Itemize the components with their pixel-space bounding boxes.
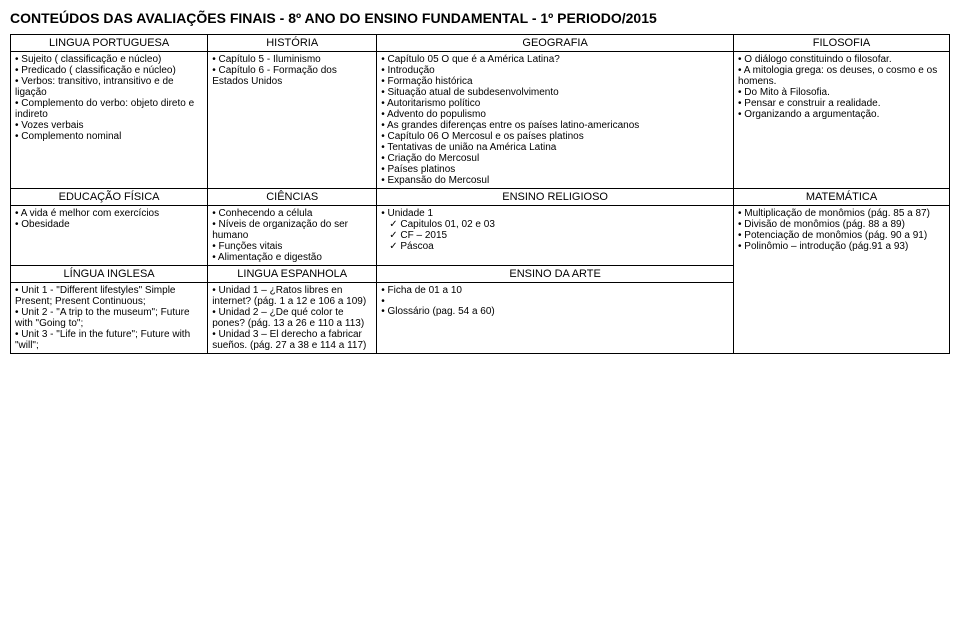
hdr-lingua-portuguesa: LINGUA PORTUGUESA — [11, 35, 208, 52]
list-item: Polinômio – introdução (pág.91 a 93) — [738, 241, 945, 252]
list-item: Autoritarismo político — [381, 98, 729, 109]
list-item: Pensar e construir a realidade. — [738, 98, 945, 109]
hdr-filosofia: FILOSOFIA — [734, 35, 950, 52]
list-item: Páscoa — [381, 241, 729, 252]
list-item: Alimentação e digestão — [212, 252, 372, 263]
list-item: Organizando a argumentação. — [738, 109, 945, 120]
list-item: Complemento nominal — [15, 131, 203, 142]
cell-historia: Capítulo 5 - IluminismoCapítulo 6 - Form… — [208, 52, 377, 189]
cell-lingua-portuguesa: Sujeito ( classificação e núcleo)Predica… — [11, 52, 208, 189]
list-item: CF – 2015 — [381, 230, 729, 241]
list-item: Capítulo 05 O que é a América Latina? — [381, 54, 729, 65]
list-item: As grandes diferenças entre os países la… — [381, 120, 729, 131]
list-item: A mitologia grega: os deuses, o cosmo e … — [738, 65, 945, 87]
list-item: Potenciação de monômios (pág. 90 a 91) — [738, 230, 945, 241]
list-item: Capítulo 6 - Formação dos Estados Unidos — [212, 65, 372, 87]
list-item: Capítulo 5 - Iluminismo — [212, 54, 372, 65]
list-item: Funções vitais — [212, 241, 372, 252]
list-item: O diálogo constituindo o filosofar. — [738, 54, 945, 65]
cell-matematica: Multiplicação de monômios (pág. 85 a 87)… — [734, 206, 950, 354]
list-item: Unit 1 - "Different lifestyles" Simple P… — [15, 285, 203, 307]
list-item: Capitulos 01, 02 e 03 — [381, 219, 729, 230]
list-item: Formação histórica — [381, 76, 729, 87]
cell-lingua-inglesa: Unit 1 - "Different lifestyles" Simple P… — [11, 283, 208, 354]
list-item: Conhecendo a célula — [212, 208, 372, 219]
list-item: Unidad 1 – ¿Ratos libres en internet? (p… — [212, 285, 372, 307]
list-item: Situação atual de subdesenvolvimento — [381, 87, 729, 98]
list-item: Unit 2 - "A trip to the museum"; Future … — [15, 307, 203, 329]
hdr-historia: HISTÓRIA — [208, 35, 377, 52]
hdr-lingua-inglesa: LÍNGUA INGLESA — [11, 266, 208, 283]
cell-filosofia: O diálogo constituindo o filosofar.A mit… — [734, 52, 950, 189]
list-item: Divisão de monômios (pág. 88 a 89) — [738, 219, 945, 230]
list-item: Unidad 2 – ¿De qué color te pones? (pág.… — [212, 307, 372, 329]
list-item: Vozes verbais — [15, 120, 203, 131]
cell-ciencias: Conhecendo a célulaNíveis de organização… — [208, 206, 377, 266]
hdr-matematica: MATEMÁTICA — [734, 189, 950, 206]
list-item: Sujeito ( classificação e núcleo) — [15, 54, 203, 65]
list-item: A vida é melhor com exercícios — [15, 208, 203, 219]
hdr-geografia: GEOGRAFIA — [377, 35, 734, 52]
list-item: Capítulo 06 O Mercosul e os países plati… — [381, 131, 729, 142]
list-item: Níveis de organização do ser humano — [212, 219, 372, 241]
list-item: Obesidade — [15, 219, 203, 230]
cell-ensino-arte: Ficha de 01 a 10 Glossário (pag. 54 a 60… — [377, 283, 734, 354]
content-table: LINGUA PORTUGUESA HISTÓRIA GEOGRAFIA FIL… — [10, 34, 950, 354]
cell-educacao-fisica: A vida é melhor com exercíciosObesidade — [11, 206, 208, 266]
list-item: Predicado ( classificação e núcleo) — [15, 65, 203, 76]
cell-ensino-religioso: Unidade 1 Capitulos 01, 02 e 03CF – 2015… — [377, 206, 734, 266]
list-item: Introdução — [381, 65, 729, 76]
hdr-ensino-arte: ENSINO DA ARTE — [377, 266, 734, 283]
hdr-lingua-espanhola: LINGUA ESPANHOLA — [208, 266, 377, 283]
list-item: Criação do Mercosul — [381, 153, 729, 164]
list-item: Verbos: transitivo, intransitivo e de li… — [15, 76, 203, 98]
list-item: Unit 3 - "Life in the future"; Future wi… — [15, 329, 203, 351]
cell-lingua-espanhola: Unidad 1 – ¿Ratos libres en internet? (p… — [208, 283, 377, 354]
list-item: Complemento do verbo: objeto direto e in… — [15, 98, 203, 120]
hdr-ciencias: CIÊNCIAS — [208, 189, 377, 206]
list-item: Ficha de 01 a 10 — [381, 285, 729, 296]
list-item: Glossário (pag. 54 a 60) — [381, 306, 729, 317]
list-item: Advento do populismo — [381, 109, 729, 120]
cell-geografia: Capítulo 05 O que é a América Latina?Int… — [377, 52, 734, 189]
doc-title: CONTEÚDOS DAS AVALIAÇÕES FINAIS - 8º ANO… — [10, 10, 950, 26]
list-item: Unidad 3 – El derecho a fabricar sueños.… — [212, 329, 372, 351]
list-item: Tentativas de união na América Latina — [381, 142, 729, 153]
list-item: Expansão do Mercosul — [381, 175, 729, 186]
hdr-ensino-religioso: ENSINO RELIGIOSO — [377, 189, 734, 206]
list-item: Países platinos — [381, 164, 729, 175]
list-item: Do Mito à Filosofia. — [738, 87, 945, 98]
list-item: Unidade 1 — [381, 208, 729, 219]
list-item: Multiplicação de monômios (pág. 85 a 87) — [738, 208, 945, 219]
hdr-educacao-fisica: EDUCAÇÃO FÍSICA — [11, 189, 208, 206]
